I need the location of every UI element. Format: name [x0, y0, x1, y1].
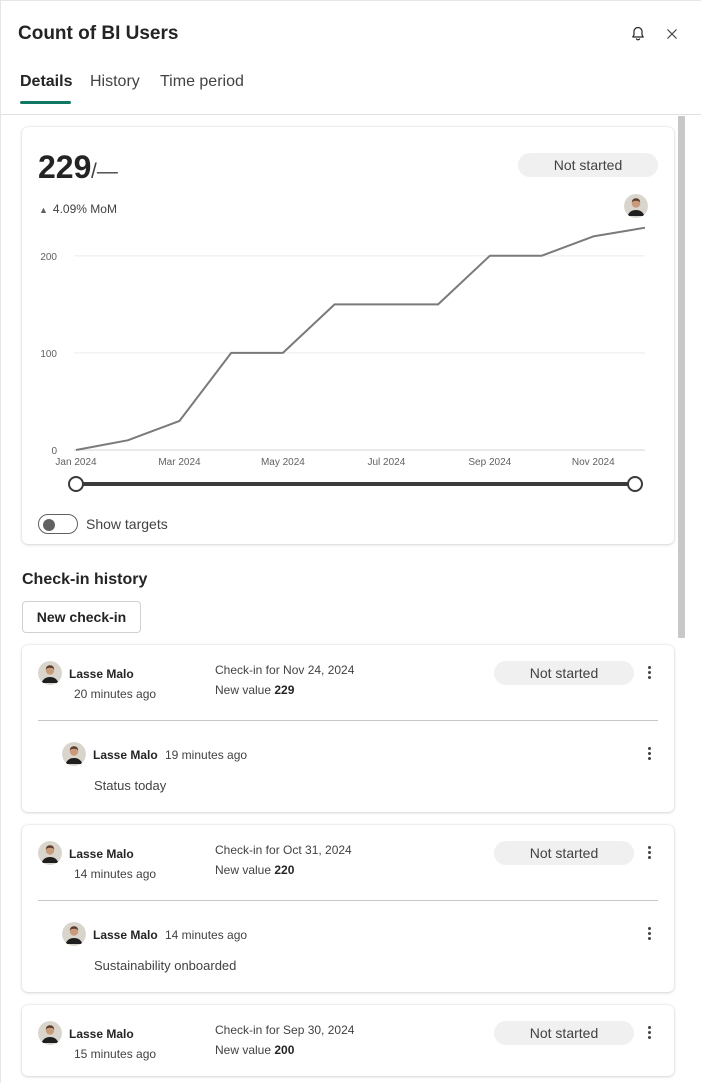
- more-options-icon[interactable]: [643, 846, 655, 860]
- checkin-date: Check-in for Oct 31, 2024: [215, 843, 352, 857]
- checkin-time: 14 minutes ago: [74, 867, 157, 881]
- new-value-number: 220: [274, 863, 295, 877]
- new-value-label: New value: [215, 1043, 272, 1057]
- series-line: [75, 226, 646, 451]
- mom-change: ▲ 4.09% MoM: [39, 202, 117, 216]
- arrow-up-icon: ▲: [39, 205, 48, 215]
- data-point[interactable]: [643, 226, 647, 230]
- scrollbar[interactable]: [678, 116, 685, 638]
- checkin-new-value: New value 220: [215, 863, 294, 877]
- more-options-icon[interactable]: [643, 927, 655, 941]
- note-time: 14 minutes ago: [165, 928, 248, 942]
- tab-time-period[interactable]: Time period: [160, 73, 244, 90]
- x-tick-label: Jul 2024: [367, 457, 405, 468]
- new-value-label: New value: [215, 863, 272, 877]
- avatar: [38, 1021, 62, 1045]
- note-text: Status today: [94, 778, 167, 793]
- checkin-time: 15 minutes ago: [74, 1047, 157, 1061]
- checkin-card: Lasse Malo 14 minutes ago Check-in for O…: [22, 825, 674, 992]
- data-point[interactable]: [333, 302, 337, 306]
- mom-text: 4.09% MoM: [52, 202, 117, 216]
- data-point[interactable]: [540, 254, 544, 258]
- current-value: 229: [38, 149, 92, 185]
- data-point[interactable]: [126, 438, 130, 442]
- avatar: [62, 742, 86, 766]
- more-options-icon[interactable]: [643, 666, 655, 680]
- checkin-card: Lasse Malo 20 minutes ago Check-in for N…: [22, 645, 674, 812]
- data-point[interactable]: [384, 302, 388, 306]
- checkin-history-title: Check-in history: [22, 571, 148, 588]
- x-tick-label: Jan 2024: [55, 457, 97, 468]
- header-divider: [1, 114, 701, 115]
- checkin-user: Lasse Malo: [69, 1027, 134, 1041]
- status-badge[interactable]: Not started: [494, 661, 634, 685]
- more-options-icon[interactable]: [643, 1026, 655, 1040]
- range-start-handle[interactable]: [68, 476, 84, 492]
- x-tick-label: Sep 2024: [468, 457, 511, 468]
- status-badge[interactable]: Not started: [518, 153, 658, 177]
- tab-history[interactable]: History: [90, 73, 140, 90]
- goal-summary-card: 229 /— Not started ▲ 4.09% MoM 0 100 200 Ja…: [22, 127, 674, 544]
- y-tick-label: 0: [51, 446, 57, 457]
- avatar: [38, 841, 62, 865]
- data-point[interactable]: [74, 448, 78, 452]
- checkin-card: Lasse Malo 15 minutes ago Check-in for S…: [22, 1005, 674, 1076]
- range-end-handle[interactable]: [627, 476, 643, 492]
- data-point[interactable]: [591, 234, 595, 238]
- data-point[interactable]: [488, 254, 492, 258]
- entry-divider: [38, 720, 658, 721]
- checkin-date: Check-in for Sep 30, 2024: [215, 1023, 355, 1037]
- data-point[interactable]: [281, 351, 285, 355]
- avatar[interactable]: [624, 194, 648, 218]
- y-tick-label: 100: [40, 349, 57, 360]
- data-point[interactable]: [229, 351, 233, 355]
- show-targets-toggle[interactable]: [38, 514, 78, 534]
- close-icon[interactable]: [663, 25, 681, 43]
- note-text: Sustainability onboarded: [94, 958, 237, 973]
- active-tab-indicator: [20, 101, 71, 104]
- show-targets-label: Show targets: [86, 516, 168, 532]
- checkin-new-value: New value 229: [215, 683, 294, 697]
- more-options-icon[interactable]: [643, 747, 655, 761]
- note-user: Lasse Malo: [93, 928, 158, 942]
- panel-title: Count of BI Users: [18, 23, 179, 44]
- x-tick-label: May 2024: [261, 457, 305, 468]
- checkin-user: Lasse Malo: [69, 667, 134, 681]
- target-value: /—: [91, 160, 118, 183]
- data-point[interactable]: [436, 302, 440, 306]
- avatar: [62, 922, 86, 946]
- status-badge[interactable]: Not started: [494, 841, 634, 865]
- x-tick-label: Mar 2024: [158, 457, 201, 468]
- data-point[interactable]: [177, 419, 181, 423]
- avatar: [38, 661, 62, 685]
- new-value-number: 200: [274, 1043, 295, 1057]
- toggle-knob: [43, 519, 55, 531]
- checkin-new-value: New value 200: [215, 1043, 294, 1057]
- y-tick-label: 200: [40, 252, 57, 263]
- new-checkin-button[interactable]: New check-in: [22, 601, 141, 633]
- new-value-label: New value: [215, 683, 272, 697]
- entry-divider: [38, 900, 658, 901]
- progress-line-chart: 0 100 200 Jan 2024 Mar 2024 May 2024 Jul 2024…: [40, 226, 647, 492]
- x-tick-label: Nov 2024: [572, 457, 615, 468]
- tab-details[interactable]: Details: [20, 73, 73, 90]
- checkin-time: 20 minutes ago: [74, 687, 157, 701]
- note-time: 19 minutes ago: [165, 748, 248, 762]
- note-user: Lasse Malo: [93, 748, 158, 762]
- new-value-number: 229: [274, 683, 295, 697]
- status-badge[interactable]: Not started: [494, 1021, 634, 1045]
- checkin-date: Check-in for Nov 24, 2024: [215, 663, 355, 677]
- checkin-user: Lasse Malo: [69, 847, 134, 861]
- bell-icon[interactable]: [629, 25, 647, 43]
